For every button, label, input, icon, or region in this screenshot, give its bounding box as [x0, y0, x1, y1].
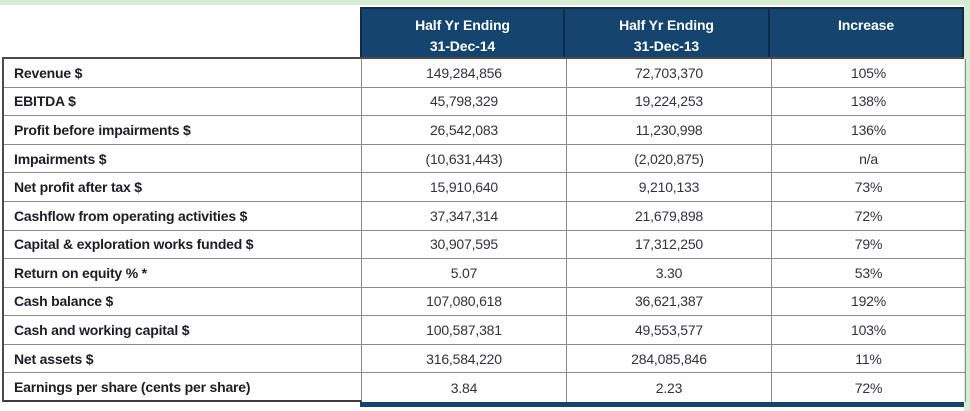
page-border-top: [0, 0, 970, 5]
table-row: Impairments $ (10,631,443) (2,020,875) n…: [4, 144, 966, 174]
value-increase: 103%: [772, 316, 966, 345]
row-label: EBITDA $: [4, 87, 362, 117]
row-label: Capital & exploration works funded $: [4, 230, 362, 260]
page-border-right: [964, 0, 970, 411]
table-row: Earnings per share (cents per share) 3.8…: [4, 373, 966, 402]
value-increase: 79%: [772, 230, 966, 260]
row-label: Return on equity % *: [4, 259, 362, 288]
value-hy2013: 9,210,133: [567, 173, 772, 202]
value-increase: 136%: [772, 116, 966, 145]
value-hy2013: 17,312,250: [567, 230, 772, 260]
row-label: Revenue $: [4, 59, 362, 88]
value-increase: 105%: [772, 59, 966, 88]
table-row: Cash and working capital $ 100,587,381 4…: [4, 316, 966, 345]
header-increase-label: Increase: [837, 17, 895, 33]
value-hy2013: 2.23: [567, 373, 772, 402]
header-half-yr-2013-line2: 31-Dec-13: [633, 38, 700, 54]
row-label: Earnings per share (cents per share): [4, 373, 362, 402]
value-increase: 72%: [772, 373, 966, 402]
value-increase: 73%: [772, 173, 966, 202]
row-label: Profit before impairments $: [4, 116, 362, 145]
table-row: Profit before impairments $ 26,542,083 1…: [4, 116, 966, 145]
value-hy2014: 30,907,595: [362, 230, 567, 260]
table-row: Cash balance $ 107,080,618 36,621,387 19…: [4, 287, 966, 317]
value-hy2014: 149,284,856: [362, 59, 567, 88]
value-hy2013: 36,621,387: [567, 287, 772, 317]
value-increase: 138%: [772, 87, 966, 117]
value-hy2014: 15,910,640: [362, 173, 567, 202]
value-hy2014: (10,631,443): [362, 144, 567, 174]
value-hy2013: 284,085,846: [567, 344, 772, 374]
value-hy2014: 5.07: [362, 259, 567, 288]
value-increase: 192%: [772, 287, 966, 317]
value-hy2013: 11,230,998: [567, 116, 772, 145]
table-bottom-bar: [360, 402, 964, 407]
value-hy2014: 37,347,314: [362, 201, 567, 231]
value-increase: 11%: [772, 344, 966, 374]
table-row: EBITDA $ 45,798,329 19,224,253 138%: [4, 87, 966, 117]
header-half-yr-2014-line1: Half Yr Ending: [415, 17, 510, 33]
financial-summary-table: Revenue $ 149,284,856 72,703,370 105% EB…: [2, 57, 966, 402]
value-hy2014: 107,080,618: [362, 287, 567, 317]
table-row: Revenue $ 149,284,856 72,703,370 105%: [4, 59, 966, 88]
header-half-yr-2014-line2: 31-Dec-14: [429, 38, 496, 54]
table-header-row: Half Yr Ending 31-Dec-14 Half Yr Ending …: [360, 7, 964, 59]
header-half-yr-2014: Half Yr Ending 31-Dec-14: [360, 7, 565, 59]
table-row: Net assets $ 316,584,220 284,085,846 11%: [4, 344, 966, 374]
header-half-yr-2013: Half Yr Ending 31-Dec-13: [565, 7, 770, 59]
table-row: Net profit after tax $ 15,910,640 9,210,…: [4, 173, 966, 202]
value-hy2013: 72,703,370: [567, 59, 772, 88]
value-increase: 72%: [772, 201, 966, 231]
header-half-yr-2013-line1: Half Yr Ending: [619, 17, 714, 33]
row-label: Net profit after tax $: [4, 173, 362, 202]
value-hy2014: 45,798,329: [362, 87, 567, 117]
value-hy2013: 49,553,577: [567, 316, 772, 345]
value-hy2014: 26,542,083: [362, 116, 567, 145]
row-label: Cashflow from operating activities $: [4, 201, 362, 231]
value-hy2013: 21,679,898: [567, 201, 772, 231]
table-row: Cashflow from operating activities $ 37,…: [4, 201, 966, 231]
value-hy2014: 316,584,220: [362, 344, 567, 374]
table-row: Return on equity % * 5.07 3.30 53%: [4, 259, 966, 288]
table-row: Capital & exploration works funded $ 30,…: [4, 230, 966, 260]
value-increase: n/a: [772, 144, 966, 174]
row-label: Cash balance $: [4, 287, 362, 317]
value-hy2013: (2,020,875): [567, 144, 772, 174]
value-hy2013: 3.30: [567, 259, 772, 288]
row-label: Net assets $: [4, 344, 362, 374]
row-label: Cash and working capital $: [4, 316, 362, 345]
value-hy2013: 19,224,253: [567, 87, 772, 117]
header-increase: Increase: [770, 7, 964, 59]
row-label: Impairments $: [4, 144, 362, 174]
value-increase: 53%: [772, 259, 966, 288]
value-hy2014: 3.84: [362, 373, 567, 402]
value-hy2014: 100,587,381: [362, 316, 567, 345]
